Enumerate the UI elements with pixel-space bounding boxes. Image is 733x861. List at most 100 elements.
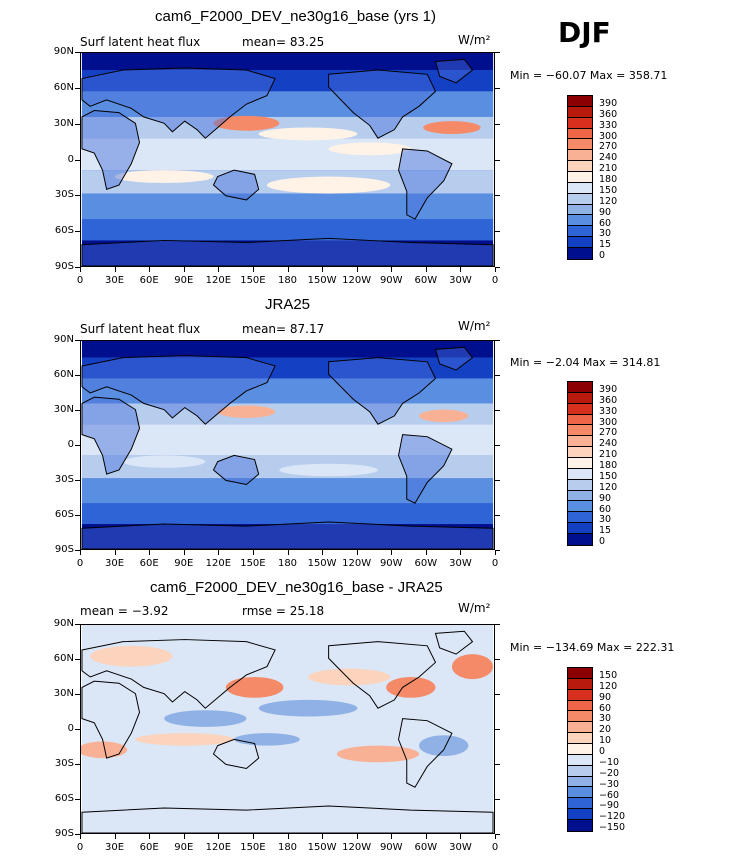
panel-title: JRA25 bbox=[265, 296, 311, 313]
variable-label: Surf latent heat flux bbox=[80, 35, 201, 49]
colorbar-label: 120 bbox=[599, 680, 618, 692]
lon-tick-label: 90E bbox=[174, 275, 194, 286]
lat-tick-label: 60N bbox=[53, 81, 74, 93]
lon-tick-label: 30W bbox=[449, 275, 472, 286]
colorbar-swatch bbox=[568, 172, 592, 183]
colorbar-swatch bbox=[568, 447, 592, 459]
lat-tick-label: 0 bbox=[67, 153, 74, 165]
colorbar-swatch bbox=[568, 776, 592, 788]
lon-tick-label: 120W bbox=[342, 558, 372, 569]
map-field bbox=[80, 52, 495, 267]
lon-tick-label: 0 bbox=[491, 842, 499, 853]
panel-title: cam6_F2000_DEV_ne30g16_base - JRA25 bbox=[150, 579, 443, 596]
lon-tick-label: 90W bbox=[379, 558, 403, 569]
colorbar-swatch bbox=[568, 765, 592, 777]
coastline bbox=[398, 434, 453, 504]
lon-tick-label: 0 bbox=[491, 275, 499, 286]
units-label: W/m² bbox=[458, 319, 491, 333]
colorbar-swatch bbox=[568, 403, 592, 415]
colorbar-label: 0 bbox=[599, 746, 606, 758]
lon-tick-label: 150W bbox=[307, 842, 337, 853]
colorbar-label: 60 bbox=[599, 217, 612, 229]
lat-tick-label: 60S bbox=[54, 793, 74, 804]
lat-tick-label: 0 bbox=[67, 439, 74, 450]
lon-tick-label: 60W bbox=[414, 275, 438, 286]
colorbar-swatch bbox=[568, 128, 592, 140]
colorbar-swatch bbox=[568, 117, 592, 129]
colorbar-swatch bbox=[568, 215, 592, 227]
lon-tick-label: 120E bbox=[205, 558, 232, 569]
lat-tick-label: 0 bbox=[67, 723, 74, 734]
lon-tick-label: 0 bbox=[491, 558, 499, 569]
colorbar-label: −30 bbox=[599, 778, 620, 790]
colorbar-label: 210 bbox=[599, 449, 618, 461]
colorbar-swatch bbox=[568, 382, 592, 393]
colorbar-label: 300 bbox=[599, 416, 618, 428]
lat-tick-label: 90S bbox=[54, 261, 74, 272]
lon-tick-label: 60E bbox=[139, 558, 159, 569]
lon-tick-label: 90W bbox=[379, 842, 403, 853]
lon-tick-label: 60E bbox=[139, 275, 159, 286]
minmax-label: Min = −134.69 Max = 222.31 bbox=[510, 641, 675, 654]
lat-tick-label: 90S bbox=[54, 544, 74, 555]
colorbar-label: 30 bbox=[599, 228, 612, 240]
colorbar-swatch bbox=[568, 182, 592, 194]
season-label: DJF bbox=[558, 16, 611, 49]
colorbar-label: 270 bbox=[599, 141, 618, 153]
coastline bbox=[81, 67, 276, 139]
lon-tick-label: 0 bbox=[76, 842, 84, 853]
colorbar-swatch bbox=[568, 479, 592, 491]
colorbar-swatch bbox=[568, 248, 592, 259]
colorbar-swatch bbox=[568, 512, 592, 524]
lat-tick-label: 30N bbox=[53, 117, 74, 129]
lat-tick-label: 30S bbox=[54, 189, 74, 201]
lat-tick-label: 60S bbox=[54, 509, 74, 520]
lon-tick-label: 150E bbox=[240, 558, 266, 569]
colorbar-label: 330 bbox=[599, 405, 618, 417]
variable-label: Surf latent heat flux bbox=[80, 322, 201, 336]
lat-tick-label: 90N bbox=[53, 46, 74, 57]
coastline bbox=[81, 237, 494, 266]
colorbar-label: −150 bbox=[599, 822, 626, 834]
colorbar-swatch bbox=[568, 501, 592, 513]
field-layer bbox=[81, 341, 494, 549]
colorbar-swatch bbox=[568, 392, 592, 404]
map-field bbox=[80, 340, 495, 550]
colorbar-label: 180 bbox=[599, 174, 618, 186]
colorbar-label: 360 bbox=[599, 108, 618, 120]
colorbar-label: 60 bbox=[599, 503, 612, 515]
lat-tick-label: 90N bbox=[53, 334, 74, 345]
colorbar-swatch bbox=[568, 490, 592, 502]
colorbar-label: 270 bbox=[599, 427, 618, 439]
colorbar-swatch bbox=[568, 689, 592, 701]
coastline bbox=[434, 630, 474, 655]
colorbar-swatch bbox=[568, 237, 592, 249]
colorbar-label: 150 bbox=[599, 470, 618, 482]
colorbar-swatch bbox=[568, 534, 592, 545]
lon-tick-label: 150W bbox=[307, 558, 337, 569]
lon-tick-label: 180 bbox=[277, 842, 298, 853]
colorbar-swatch bbox=[568, 798, 592, 810]
coastline bbox=[212, 169, 260, 201]
lat-tick-label: 90N bbox=[53, 618, 74, 629]
colorbar-label: 120 bbox=[599, 481, 618, 493]
colorbar-label: 60 bbox=[599, 702, 612, 714]
colorbar-swatch bbox=[568, 150, 592, 162]
field-layer bbox=[81, 625, 494, 833]
units-label: W/m² bbox=[458, 33, 491, 47]
lat-tick-label: 60N bbox=[53, 369, 74, 380]
colorbar-swatch bbox=[568, 436, 592, 448]
lat-tick-label: 30S bbox=[54, 758, 74, 769]
colorbar-swatch bbox=[568, 193, 592, 205]
colorbar-swatch bbox=[568, 139, 592, 151]
lon-tick-label: 30E bbox=[105, 558, 125, 569]
lon-tick-label: 180 bbox=[277, 275, 298, 286]
colorbar-label: −90 bbox=[599, 800, 620, 812]
colorbar-label: 390 bbox=[599, 98, 618, 109]
mean-label: mean= 83.25 bbox=[242, 35, 325, 49]
colorbar-swatch bbox=[568, 678, 592, 690]
colorbar-swatch bbox=[568, 468, 592, 480]
coastline bbox=[81, 639, 276, 709]
colorbar-swatch bbox=[568, 809, 592, 821]
colorbar-label: 90 bbox=[599, 691, 612, 703]
